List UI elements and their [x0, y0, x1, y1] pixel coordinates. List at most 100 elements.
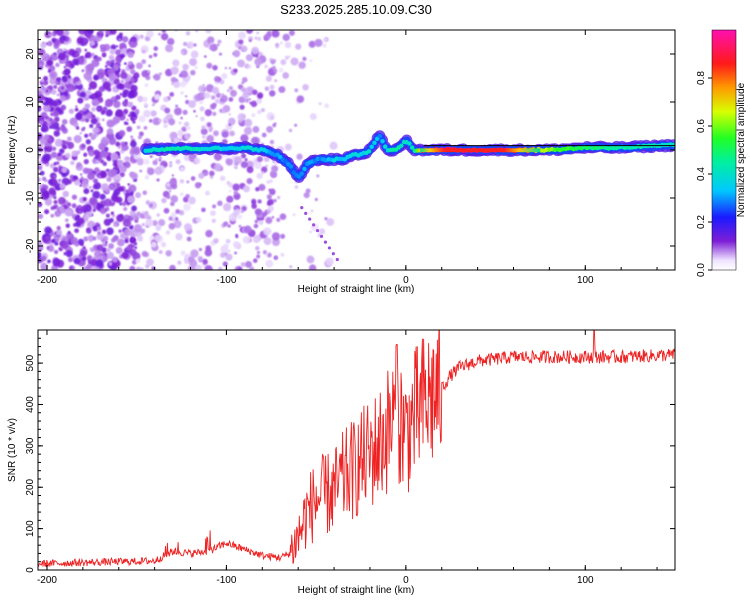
spectrogram-noise-blob [221, 131, 229, 138]
spectrogram-noise-blob [167, 37, 175, 46]
spectrogram-noise-blob [141, 250, 148, 257]
spectrogram-noise-blob [155, 225, 162, 231]
spectrogram-noise-blob [93, 149, 100, 156]
spectrogram-noise-blob [65, 218, 69, 223]
spectrogram-noise-blob [322, 43, 327, 48]
spectrogram-x-label: Height of straight line (km) [298, 284, 415, 295]
spectrogram-noise-blob [142, 190, 148, 195]
spectrogram-noise-blob [149, 155, 153, 158]
spectrogram-noise-blob [168, 163, 173, 168]
spectrogram-noise-blob [280, 252, 285, 257]
spectrogram-noise-blob [88, 185, 92, 189]
spectrogram-noise-blob [47, 245, 55, 252]
spectrogram-noise-blob [40, 42, 47, 49]
spectrogram-noise-blob [130, 68, 136, 75]
spectrogram-noise-blob [209, 175, 214, 179]
spectrogram-noise-blob [64, 208, 72, 217]
spectrogram-noise-blob [106, 119, 115, 128]
spectrogram-noise-blob [44, 209, 50, 215]
spectrogram-noise-blob [310, 209, 314, 213]
spectrogram-noise-blob [44, 226, 52, 234]
spectrogram-noise-blob [254, 36, 258, 40]
spectrogram-noise-blob [232, 183, 240, 192]
spectrogram-noise-blob [250, 100, 258, 108]
spectrogram-noise-blob [217, 39, 222, 44]
spectrogram-noise-blob [82, 167, 89, 174]
spectrogram-noise-blob [95, 122, 101, 128]
spectrogram-noise-blob [124, 161, 131, 169]
spectrogram-noise-blob [319, 228, 326, 235]
spectrogram-noise-blob [112, 256, 118, 263]
spectrogram-y-label: Frequency (Hz) [7, 116, 18, 185]
spectrogram-noise-blob [193, 43, 197, 47]
spectrogram-noise-blob [75, 105, 78, 108]
spectrogram-noise-blob [256, 97, 263, 104]
spectrogram-noise-blob [43, 80, 49, 85]
spectrogram-noise-blob [133, 147, 141, 155]
spectrogram-noise-blob [179, 81, 186, 88]
spectrogram-noise-blob [91, 134, 97, 140]
spectrogram-noise-blob [66, 136, 72, 142]
spectrogram-noise-blob [40, 192, 49, 201]
spectrogram-noise-blob [82, 107, 87, 112]
spectrogram-noise-blob [45, 235, 51, 241]
spectrogram-noise-blob [102, 81, 111, 90]
spectrogram-noise-blob [156, 178, 160, 182]
spectrogram-x-ticks: -200 -100 0 100 [37, 30, 658, 286]
spectrogram-noise-blob [43, 76, 49, 81]
spectrogram-track-core [288, 164, 294, 169]
spectrogram-noise-blob [116, 186, 123, 192]
spectrogram-noise-blob [41, 127, 46, 132]
spectrogram-noise-blob [58, 178, 62, 183]
spectrogram-noise-blob [112, 116, 121, 124]
spectrogram-noise-blob [134, 109, 140, 114]
spectrogram-noise-blob [271, 215, 275, 219]
spectrogram-noise-blob [88, 95, 93, 99]
spectrogram-noise-blob [233, 190, 238, 195]
spectrogram-noise-blob [51, 146, 57, 151]
spectrogram-noise-blob [123, 62, 127, 65]
spectrogram-noise-blob [241, 206, 247, 212]
spectrogram-noise-blob [136, 125, 141, 130]
spectrogram-track-streak [315, 229, 320, 233]
spectrogram-noise-blob [42, 99, 46, 103]
spectrogram-noise-blob [81, 179, 88, 185]
spectrogram-noise-blob [228, 189, 232, 193]
spectrogram-noise-blob [232, 211, 239, 218]
spectrogram-noise-blob [131, 205, 137, 212]
spectrogram-noise-blob [102, 52, 107, 57]
spectrogram-noise-blob [143, 212, 150, 218]
spectrogram-noise-blob [148, 203, 153, 208]
spectrogram-noise-blob [142, 96, 148, 103]
spectrogram-noise-blob [190, 50, 199, 59]
spectrogram-noise-blob [49, 70, 58, 80]
spectrogram-noise-blob [242, 185, 251, 193]
spectrogram-noise-blob [43, 134, 50, 140]
spectrogram-noise-blob [140, 229, 145, 234]
snr-x-tick-label: 0 [403, 575, 409, 586]
spectrogram-noise-blob [106, 128, 114, 135]
spectrogram-noise-blob [49, 178, 58, 187]
spectrogram-noise-blob [245, 54, 253, 62]
spectrogram-noise-blob [87, 149, 95, 157]
spectrogram-noise-blob [38, 166, 43, 171]
spectrogram-noise-blob [71, 194, 78, 200]
spectrogram-noise-blob [211, 218, 216, 223]
spectrogram-noise-blob [82, 196, 87, 202]
spectrogram-y-ticks: -20 -10 0 10 20 [25, 29, 675, 271]
spectrogram-noise-blob [116, 34, 124, 42]
spectrogram-noise-blob [148, 54, 153, 59]
spectrogram-noise-blob [323, 38, 327, 42]
spectrogram-noise-blob [124, 156, 130, 163]
spectrogram-noise-blob [50, 206, 55, 211]
spectrogram-noise-blob [271, 238, 281, 247]
spectrogram-noise-blob [257, 37, 262, 41]
colorbar-tick-label: 0.6 [696, 119, 707, 133]
spectrogram-noise-blob [256, 31, 260, 35]
spectrogram-noise-blob [261, 171, 265, 175]
spectrogram-noise-blob [257, 109, 262, 115]
spectrogram-noise-blob [181, 51, 184, 54]
spectrogram-noise-blob [108, 54, 115, 61]
spectrogram-noise-blob [85, 51, 92, 58]
spectrogram-noise-blob [163, 123, 168, 129]
